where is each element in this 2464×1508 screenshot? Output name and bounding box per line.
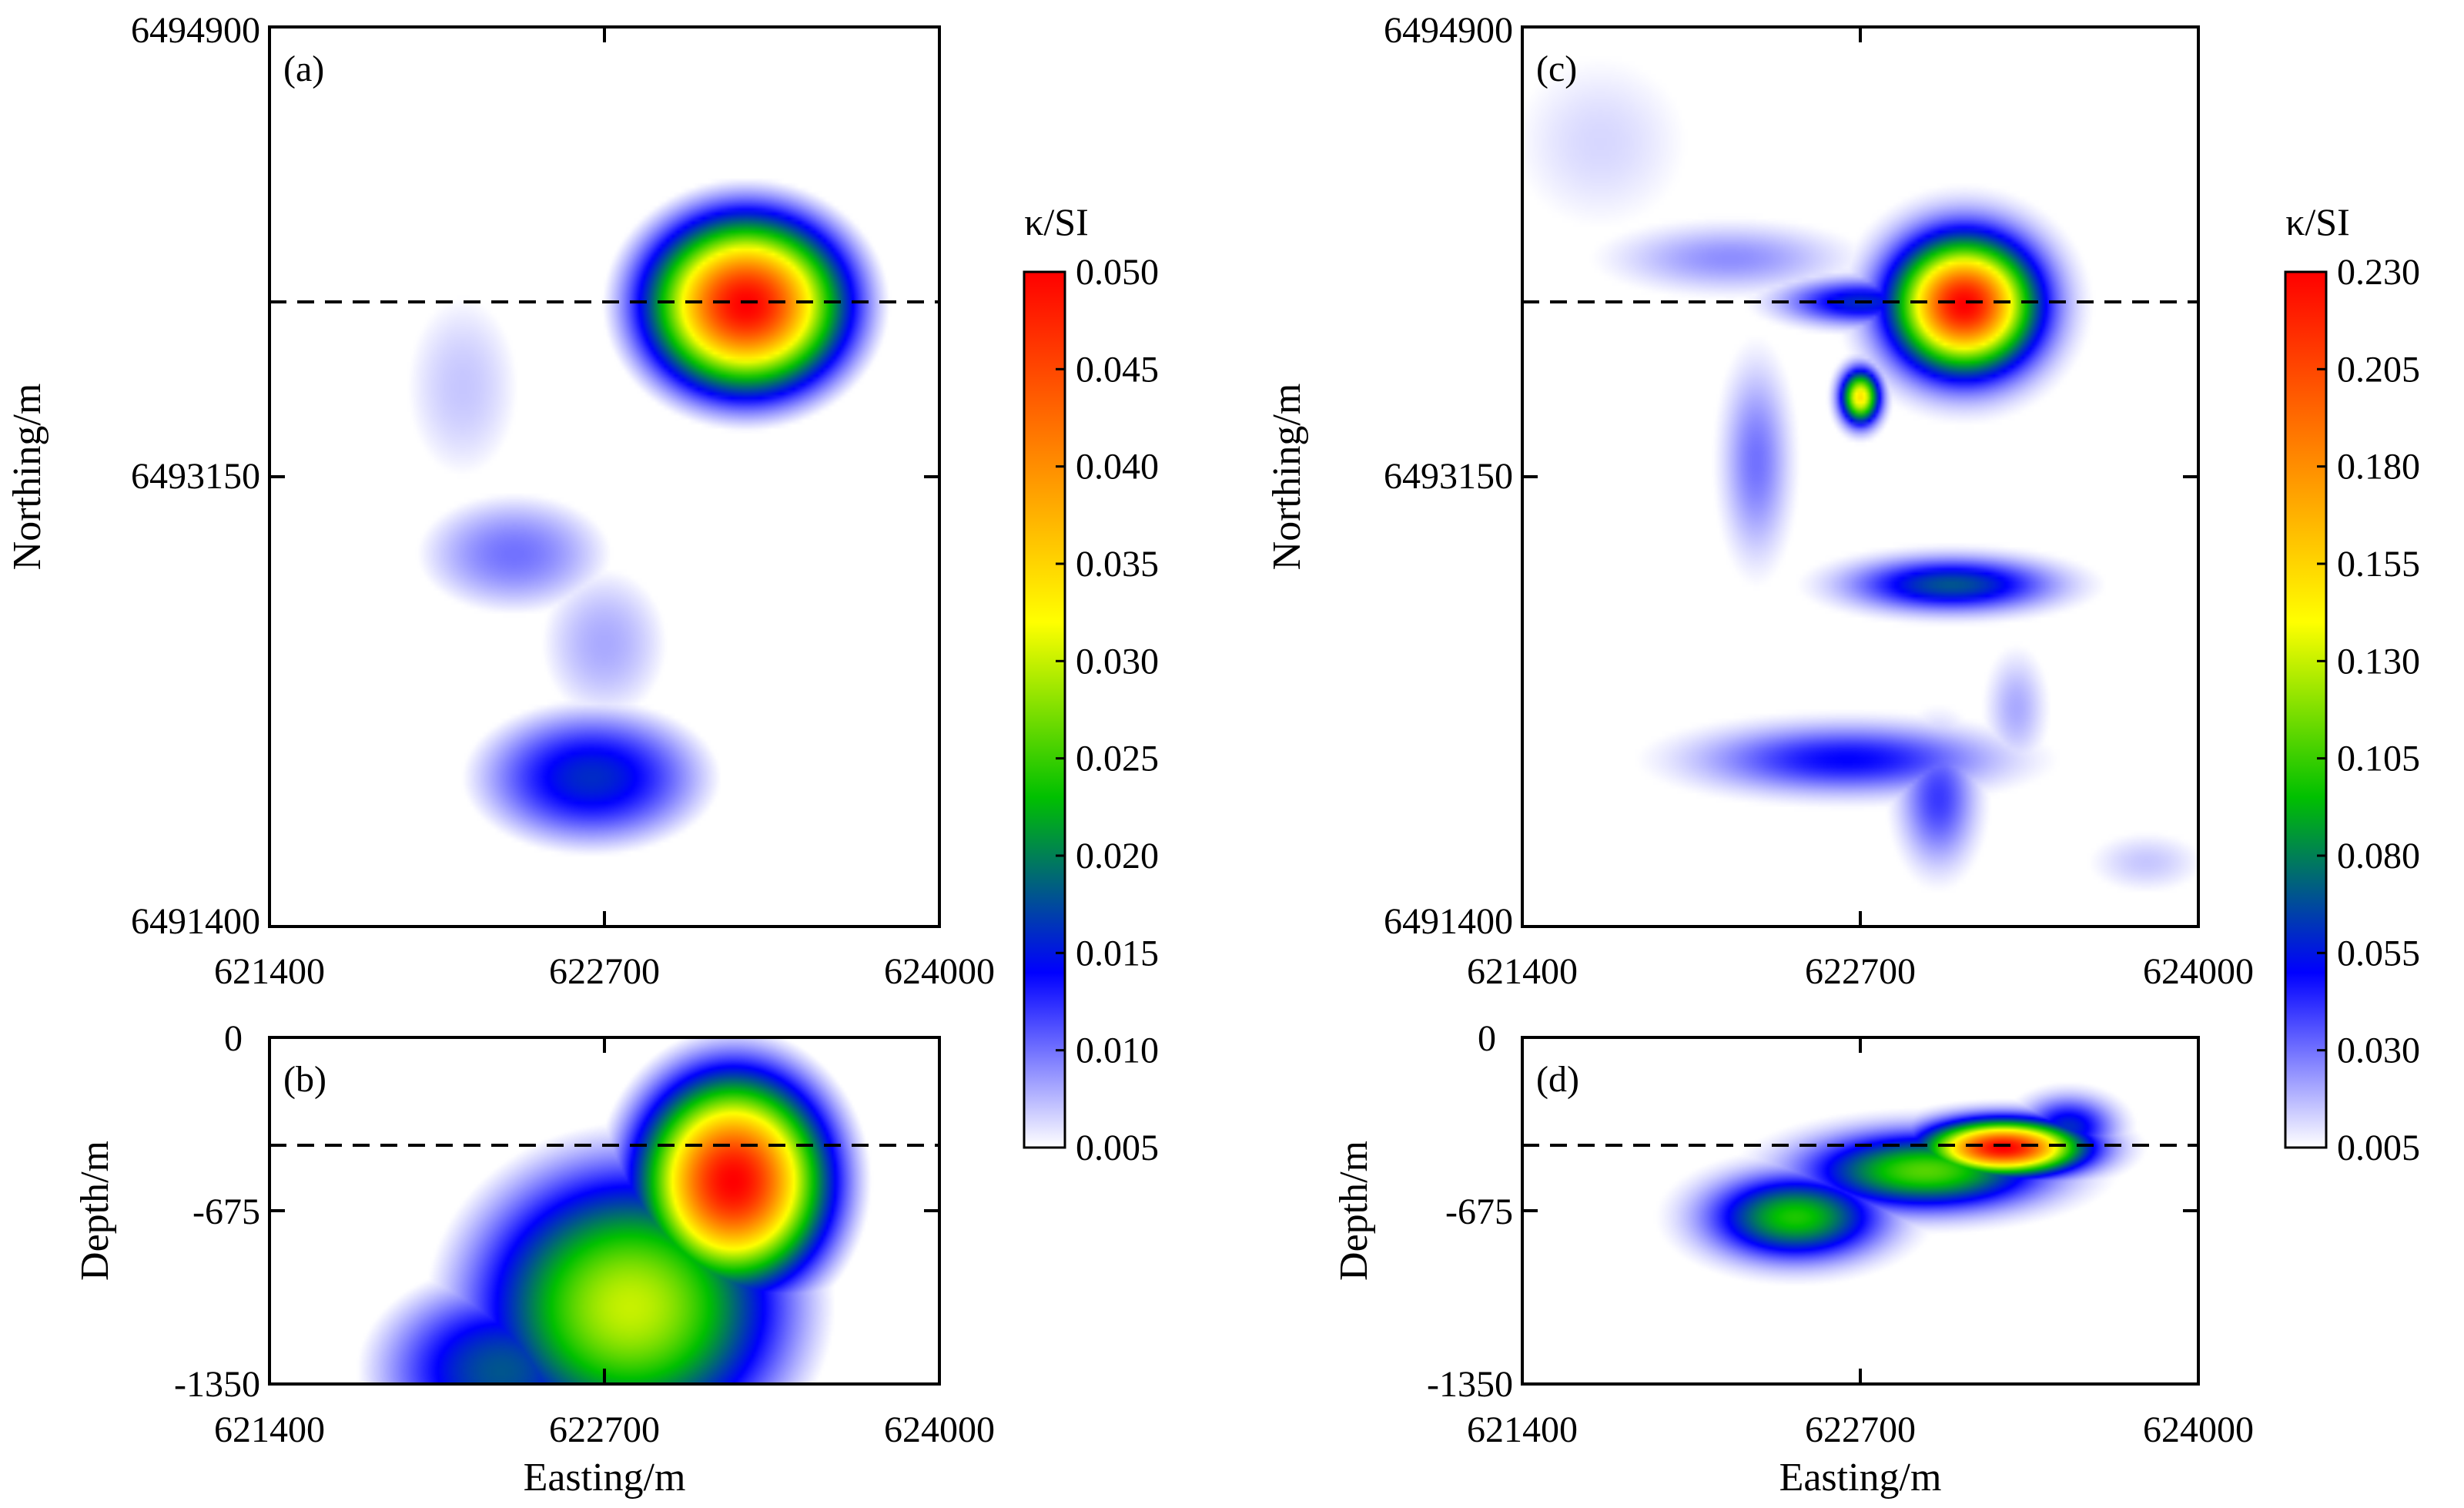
panel-label-c: (c) (1536, 49, 1577, 89)
y-tick-d-bottom: -1350 (1427, 1364, 1513, 1405)
panel-c: (c) 6494900 6493150 6491400 621400 62270… (1265, 10, 2254, 992)
panel-label-a: (a) (283, 49, 324, 89)
x-tick-d-mid: 622700 (1805, 1409, 1916, 1450)
x-tick-a-mid: 622700 (549, 951, 660, 992)
colorbar-tick-label: 0.105 (2337, 739, 2420, 779)
colorbar-tick-label: 0.030 (1076, 641, 1159, 682)
colorbar-2-title: κ/SI (2285, 200, 2350, 243)
y-tick-a-mid: 6493150 (131, 456, 260, 497)
y-axis-title-a: Northing/m (5, 384, 49, 571)
colorbar-tick-label: 0.205 (2337, 349, 2420, 390)
x-tick-a-right: 624000 (884, 951, 995, 992)
panel-d: (d) 0 -675 -1350 621400 622700 624000 Ea… (1332, 1018, 2254, 1500)
colorbar-tick-label: 0.230 (2337, 252, 2420, 293)
colorbar-tick-label: 0.040 (1076, 447, 1159, 488)
heatmap-c (1522, 27, 2198, 927)
colorbar-tick-label: 0.005 (2337, 1128, 2420, 1168)
colorbar-tick-label: 0.005 (1076, 1128, 1159, 1168)
ticks-d (1522, 1037, 2198, 1384)
panel-label-b: (b) (283, 1059, 326, 1100)
colorbar-tick-label: 0.025 (1076, 739, 1159, 779)
y-axis-title-c: Northing/m (1265, 384, 1309, 571)
colorbar-tick-label: 0.030 (2337, 1030, 2420, 1071)
x-tick-c-right: 624000 (2143, 951, 2254, 992)
heatmap-b (270, 1037, 939, 1384)
colorbar-1-ticks: 0.050 0.045 0.040 0.035 0.030 0.025 0.020 0.015… (1056, 252, 1159, 1168)
colorbar-tick-label: 0.045 (1076, 349, 1159, 390)
colorbar-tick-label: 0.155 (2337, 544, 2420, 585)
y-tick-a-bottom: 6491400 (131, 901, 260, 942)
y-tick-b-mid: -675 (192, 1191, 260, 1232)
panel-b: (b) 0 -675 -1350 621400 622700 624000 Ea… (73, 1018, 995, 1500)
colorbar-1-gradient (1023, 270, 1066, 1149)
x-tick-c-mid: 622700 (1805, 951, 1916, 992)
x-tick-c-left: 621400 (1467, 951, 1578, 992)
x-axis-title-d: Easting/m (1779, 1456, 1942, 1500)
ticks-c (1522, 27, 2198, 927)
colorbar-tick-label: 0.180 (2337, 447, 2420, 488)
colorbar-tick-label: 0.050 (1076, 252, 1159, 293)
y-tick-b-top: 0 (224, 1018, 243, 1059)
x-axis-title-b: Easting/m (524, 1456, 686, 1500)
x-tick-b-mid: 622700 (549, 1409, 660, 1450)
y-tick-c-mid: 6493150 (1384, 456, 1513, 497)
x-tick-d-right: 624000 (2143, 1409, 2254, 1450)
y-tick-c-top: 6494900 (1384, 10, 1513, 51)
colorbar-tick-label: 0.035 (1076, 544, 1159, 585)
heatmap-a (270, 27, 939, 927)
x-tick-a-left: 621400 (214, 951, 325, 992)
colorbar-tick-label: 0.010 (1076, 1030, 1159, 1071)
colorbar-tick-label: 0.080 (2337, 836, 2420, 876)
x-tick-d-left: 621400 (1467, 1409, 1578, 1450)
y-tick-b-bottom: -1350 (174, 1364, 260, 1405)
ticks-a (270, 27, 939, 927)
panel-a: (a) 6494900 6493150 6491400 621400 62270… (5, 10, 995, 992)
heatmap-d (1522, 1037, 2198, 1384)
colorbar-1-title: κ/SI (1024, 200, 1089, 243)
ticks-b (270, 1037, 939, 1384)
colorbar-tick-label: 0.130 (2337, 641, 2420, 682)
colorbar-tick-label: 0.020 (1076, 836, 1159, 876)
colorbar-tick-label: 0.055 (2337, 933, 2420, 973)
x-tick-b-left: 621400 (214, 1409, 325, 1450)
y-axis-title-b: Depth/m (73, 1141, 117, 1281)
colorbar-tick-label: 0.015 (1076, 933, 1159, 973)
colorbar-2: κ/SI 0.230 0.205 0.180 0.155 0.130 0.105 0.080… (2284, 200, 2420, 1168)
panel-label-d: (d) (1536, 1059, 1579, 1100)
colorbar-1: κ/SI 0.050 0.045 0.040 0.035 0.030 0.025 0.020… (1023, 200, 1159, 1168)
y-tick-d-mid: -675 (1445, 1191, 1513, 1232)
colorbar-2-ticks: 0.230 0.205 0.180 0.155 0.130 0.105 0.080 0.055… (2317, 252, 2420, 1168)
y-tick-c-bottom: 6491400 (1384, 901, 1513, 942)
y-axis-title-d: Depth/m (1332, 1141, 1376, 1281)
colorbar-2-gradient (2284, 270, 2328, 1149)
y-tick-a-top: 6494900 (131, 10, 260, 51)
y-tick-d-top: 0 (1478, 1018, 1496, 1059)
x-tick-b-right: 624000 (884, 1409, 995, 1450)
